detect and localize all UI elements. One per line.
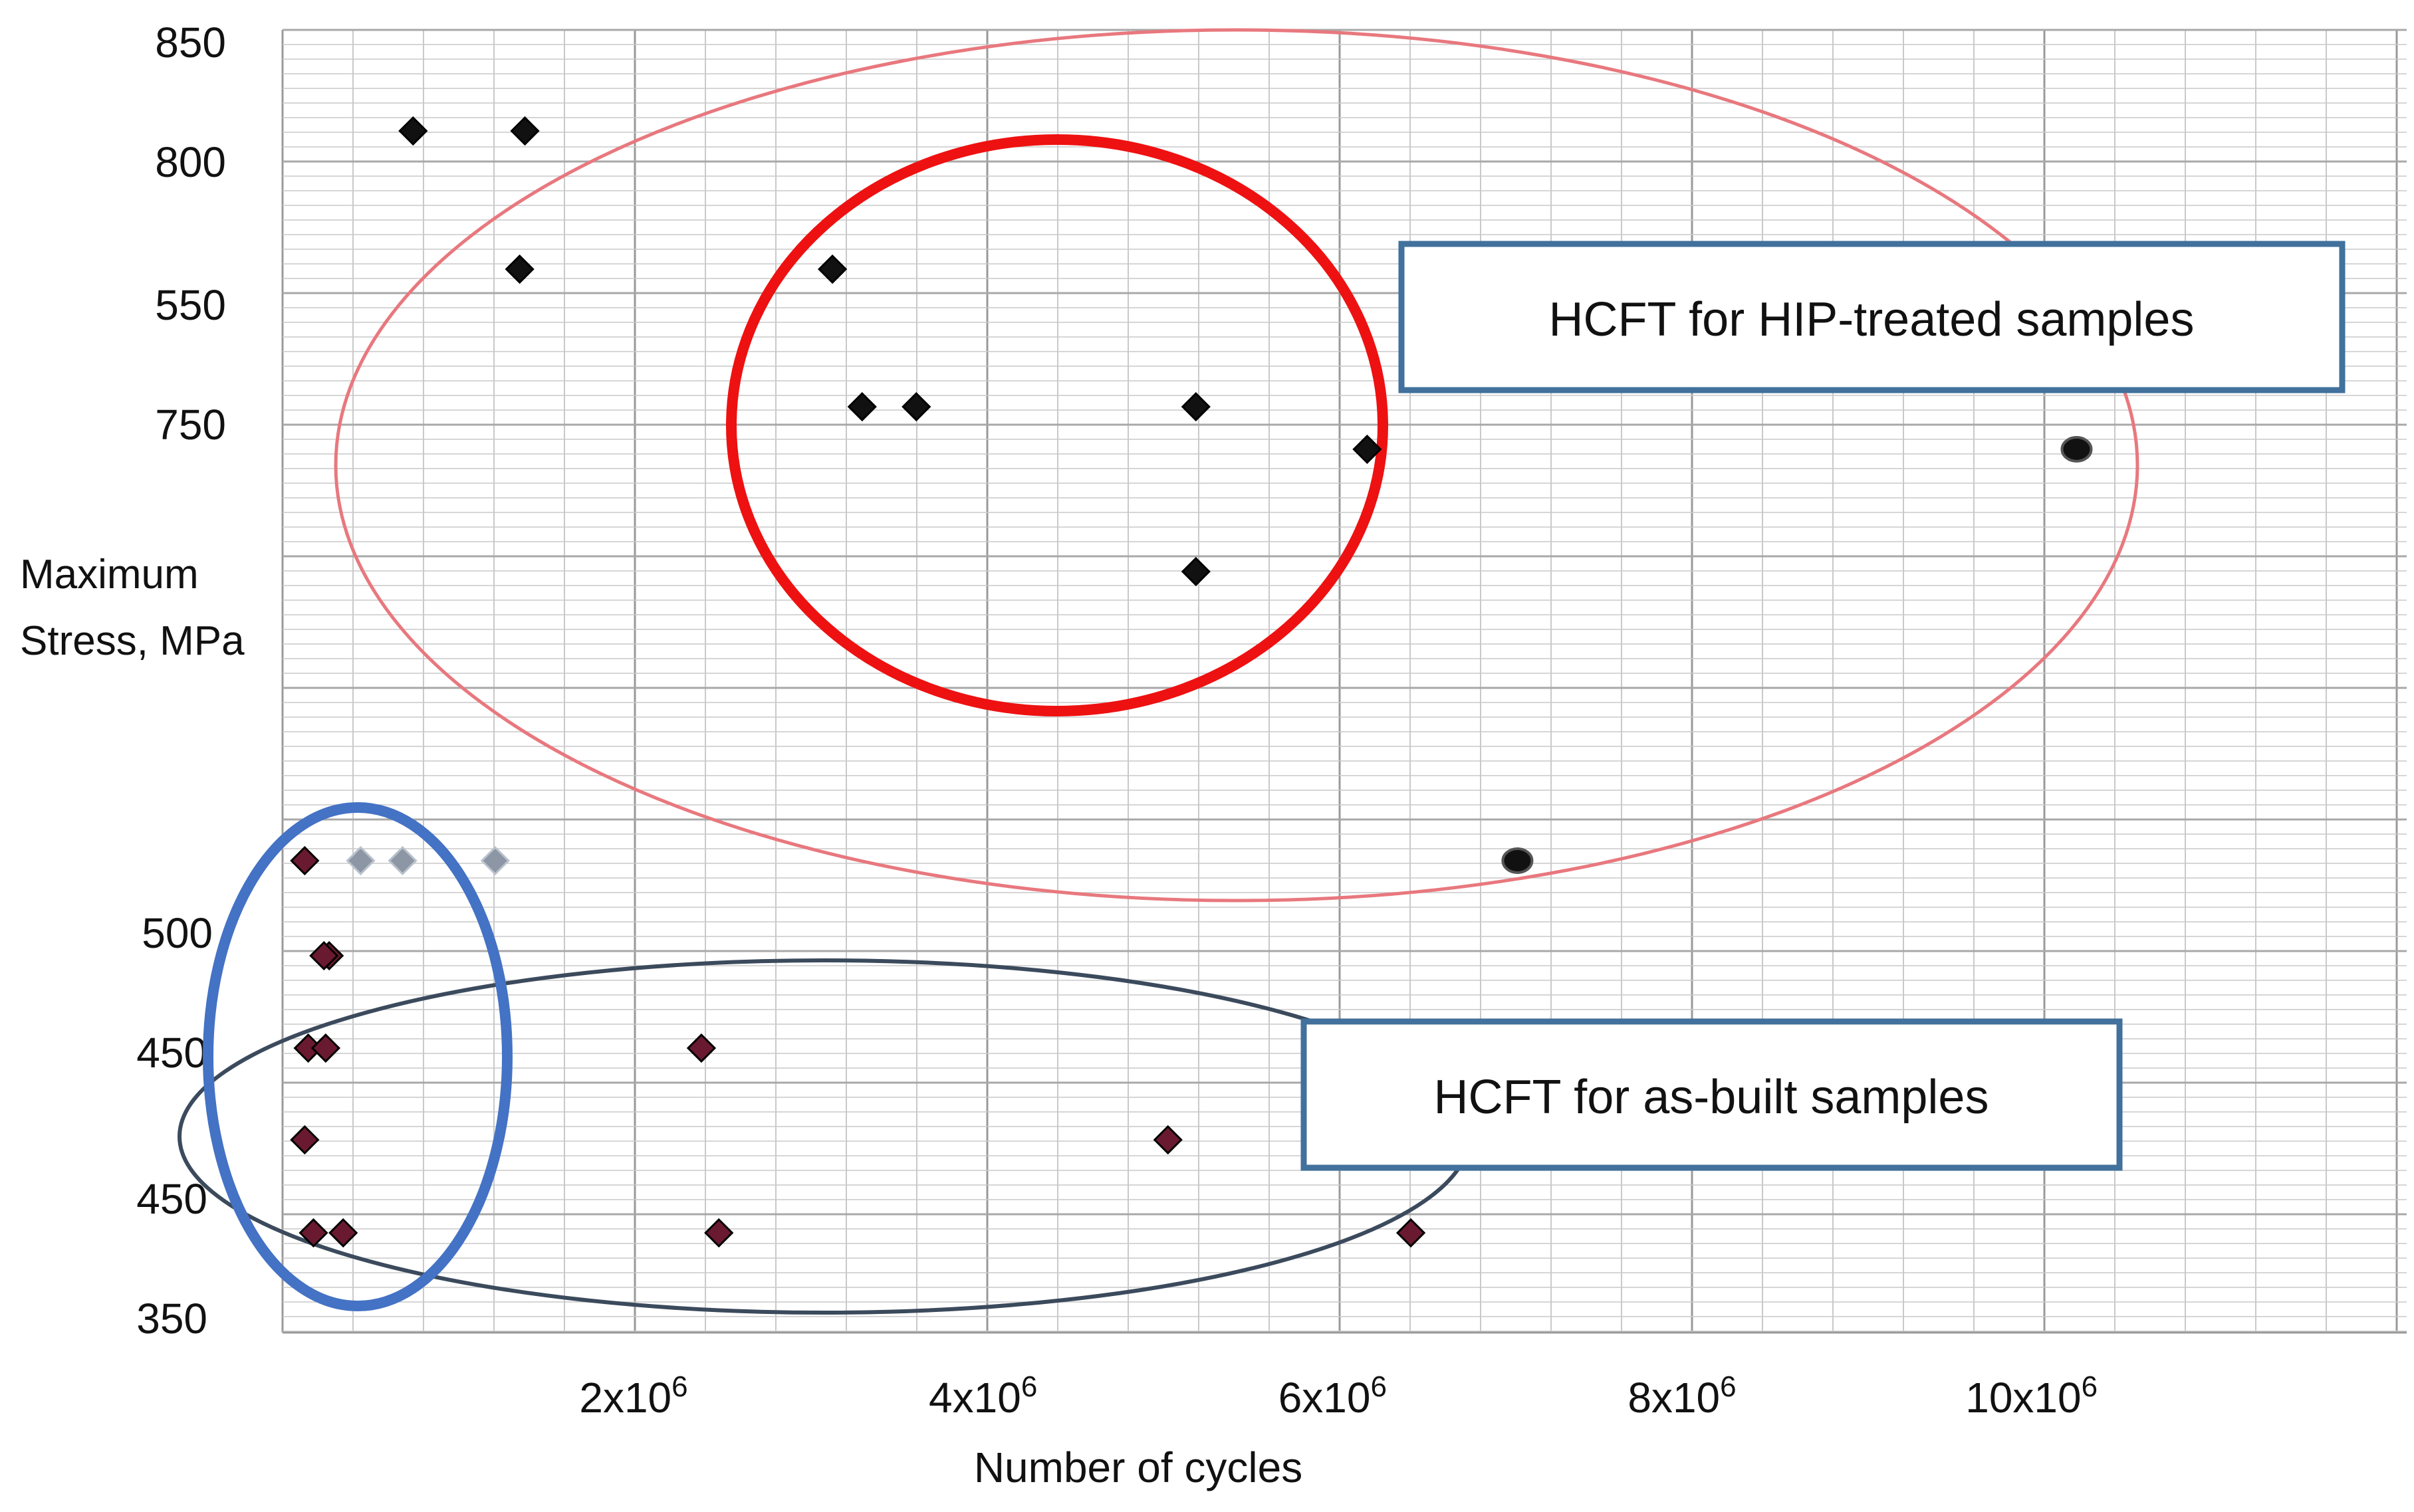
y-tick-label: 750: [155, 401, 226, 449]
data-point: [902, 391, 931, 422]
hip-region-ellipse: [334, 28, 2139, 903]
data-point: [290, 1125, 320, 1155]
data-point: [847, 391, 877, 422]
data-point: [480, 845, 510, 876]
y-tick-label: 850: [155, 19, 226, 66]
x-tick-label: 2x106: [579, 1370, 687, 1422]
y-tick-label: 450: [136, 1175, 207, 1223]
data-point: [510, 116, 540, 146]
data-point: [505, 254, 535, 284]
data-point: [299, 1218, 328, 1248]
asbuilt-annotation-text: HCFT for as-built samples: [1434, 1071, 1989, 1124]
x-tick-label: 8x106: [1628, 1370, 1736, 1422]
data-point: [2060, 436, 2093, 463]
data-point: [310, 1033, 341, 1063]
data-point: [1501, 847, 1534, 874]
y-tick-label: 350: [136, 1295, 207, 1343]
y-axis-ticks: 850 800 550 750 500 450 450 350: [136, 19, 226, 1343]
y-tick-label: 450: [136, 1029, 207, 1077]
hip-annotation-text: HCFT for HIP-treated samples: [1549, 293, 2195, 346]
data-point: [388, 845, 418, 876]
data-point: [704, 1218, 734, 1248]
asbuilt-annotation-box: [1300, 1018, 2123, 1171]
data-point: [686, 1033, 717, 1063]
x-axis-label: Number of cycles: [974, 1444, 1302, 1491]
data-point: [1181, 556, 1211, 587]
hip-focus-circle: [726, 134, 1388, 716]
hip-annotation-box: [1398, 241, 2346, 393]
y-tick-label: 800: [155, 138, 226, 186]
data-point: [817, 254, 848, 284]
y-tick-label: 550: [155, 281, 226, 329]
x-axis-ticks: 2x106 4x106 6x106 8x106 10x106: [579, 1370, 2098, 1422]
data-points: [290, 116, 2093, 1248]
y-axis-label-line2: Stress, MPa: [20, 618, 245, 664]
data-point: [290, 845, 320, 876]
data-point: [1153, 1125, 1183, 1155]
data-point: [328, 1218, 358, 1248]
data-point: [309, 940, 339, 971]
data-point: [398, 116, 428, 146]
y-axis-label-line1: Maximum: [20, 552, 199, 597]
x-tick-label: 4x106: [929, 1370, 1037, 1422]
y-tick-label: 500: [142, 909, 213, 957]
data-point: [1181, 391, 1211, 422]
data-point: [1352, 434, 1382, 465]
data-point: [346, 845, 376, 876]
x-tick-label: 10x106: [1965, 1370, 2098, 1422]
data-point: [1395, 1218, 1426, 1248]
x-tick-label: 6x106: [1278, 1370, 1387, 1422]
asbuilt-focus-ellipse: [203, 802, 513, 1311]
